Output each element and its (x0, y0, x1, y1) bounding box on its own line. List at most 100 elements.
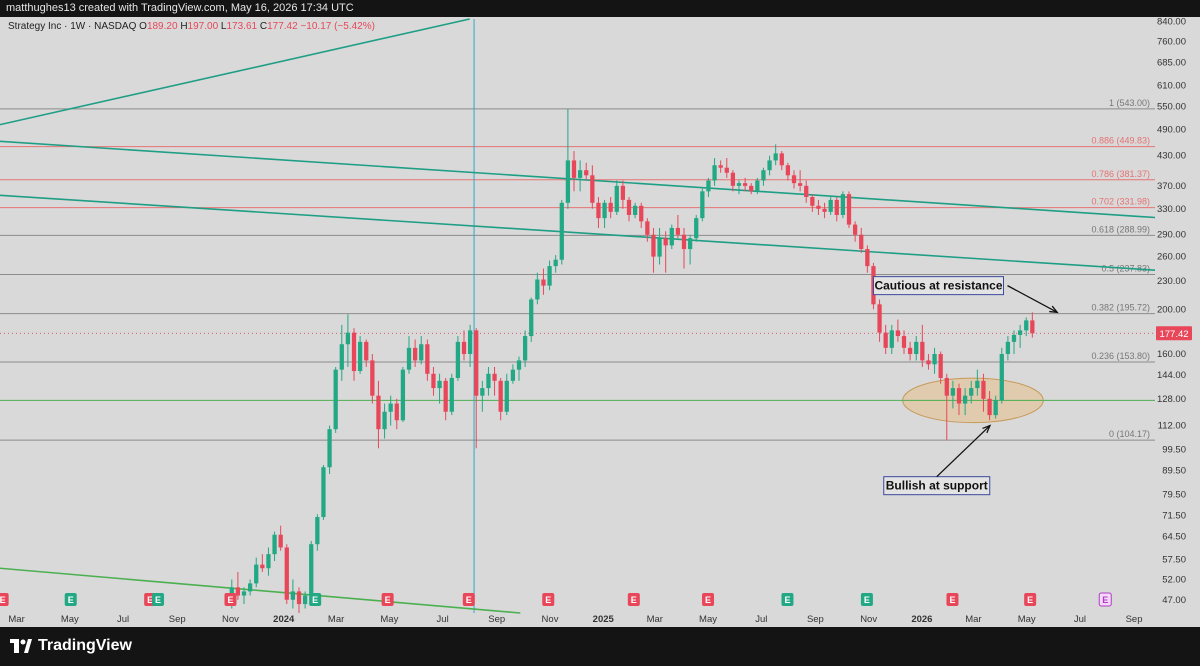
attribution-text: matthughes13 created with TradingView.co… (6, 2, 354, 14)
x-axis-tick-label: 2026 (911, 614, 932, 625)
current-price-tag-label: 177.42 (1159, 329, 1188, 340)
y-axis-tick-label: 330.00 (1157, 204, 1186, 215)
tradingview-logo[interactable]: TradingView (10, 637, 132, 655)
candle-body (987, 398, 992, 416)
y-axis-tick-label: 840.00 (1157, 17, 1186, 27)
earnings-marker (542, 593, 555, 606)
x-axis-tick-label: Jul (1074, 614, 1086, 625)
candle-body (712, 165, 717, 181)
candle-body (400, 369, 406, 421)
fib-level-label: 0.236 (153.80) (1091, 351, 1150, 361)
candle-body (584, 170, 589, 176)
candle-body (907, 347, 913, 355)
candle-body (706, 180, 711, 192)
candle-body (419, 344, 424, 361)
candle-body (370, 360, 375, 396)
candle-body (254, 564, 259, 584)
candle-body (260, 564, 265, 569)
x-axis-tick-label: Jul (117, 614, 129, 625)
y-axis-tick-label: 260.00 (1157, 252, 1186, 263)
candle-body (492, 373, 497, 381)
candle-body (529, 299, 534, 337)
candle-body (681, 234, 687, 250)
candle-body (1005, 341, 1011, 355)
candle-body (632, 205, 638, 215)
x-axis-tick-label: Sep (169, 614, 186, 625)
y-axis-tick-label: 57.50 (1162, 554, 1186, 565)
candle-body (364, 341, 369, 361)
candle-body (840, 194, 846, 215)
candle-body (724, 167, 729, 173)
change-value: −10.17 (−5.42%) (300, 21, 375, 32)
y-axis-tick-label: 71.50 (1162, 511, 1186, 522)
candle-body (718, 165, 723, 168)
candle-body (956, 388, 962, 404)
y-axis-tick-label: 47.00 (1162, 595, 1186, 606)
candle-body (333, 369, 338, 430)
candle-body (290, 591, 296, 600)
y-axis-tick-label: 290.00 (1157, 230, 1186, 241)
candle-body (510, 369, 516, 381)
earnings-marker-label: E (385, 595, 391, 605)
earnings-marker (946, 593, 959, 606)
candle-body (412, 347, 418, 361)
x-axis-tick-label: May (699, 614, 717, 625)
candle-body (1011, 334, 1017, 342)
candle-body (590, 175, 595, 203)
candle-body (901, 336, 907, 348)
y-axis-tick-label: 370.00 (1157, 181, 1186, 192)
candle-body (535, 279, 540, 300)
candle-body (302, 595, 308, 605)
candle-body (309, 544, 314, 596)
earnings-marker-label: E (784, 595, 790, 605)
candle-body (804, 185, 809, 197)
candle-body (920, 341, 925, 361)
candle-body (571, 160, 577, 178)
candle-body (620, 185, 626, 200)
candle-body (449, 377, 454, 412)
earnings-marker-label: E (227, 595, 233, 605)
candle-body (791, 175, 797, 184)
candle-body (541, 279, 546, 286)
y-axis-tick-label: 160.00 (1157, 349, 1186, 360)
candle-body (742, 183, 748, 186)
open-value: 189.20 (146, 21, 178, 32)
earnings-marker-label: E (1102, 595, 1108, 605)
open-label: O (139, 21, 147, 32)
y-axis-tick-label: 112.00 (1158, 421, 1186, 432)
candle-body (938, 354, 943, 378)
candle-body (828, 199, 833, 212)
candle-body (981, 380, 986, 399)
earnings-marker (1098, 592, 1112, 607)
candle-body (608, 202, 613, 212)
candle-body (596, 202, 601, 219)
price-chart[interactable]: 1 (543.00) 0.886 (449.83) 0.786 (381.37) 0.… (0, 17, 1200, 627)
fib-level-label: 0.786 (381.37) (1091, 169, 1150, 179)
candle-body (327, 429, 332, 468)
y-axis-tick-label: 610.00 (1157, 81, 1186, 92)
tradingview-logo-text: TradingView (38, 637, 132, 654)
earnings-marker-label: E (1027, 595, 1033, 605)
y-axis-tick-label: 430.00 (1157, 151, 1186, 162)
high-label: H (180, 21, 188, 32)
y-axis-tick-label: 760.00 (1157, 36, 1186, 47)
x-axis-tick-label: Jul (437, 614, 449, 625)
candle-body (773, 153, 778, 161)
symbol-legend[interactable]: Strategy Inc · 1W · NASDAQ O189.20 H197.… (8, 21, 375, 32)
trendline (0, 140, 1156, 219)
x-axis-tick-label: Sep (1126, 614, 1143, 625)
candle-body (785, 165, 791, 176)
fib-level-label: 0.618 (288.99) (1091, 224, 1150, 234)
y-axis-tick-label: 128.00 (1157, 394, 1186, 405)
candle-body (846, 194, 852, 225)
candle-body (675, 227, 681, 235)
candle-body (639, 205, 644, 222)
candle-body (914, 341, 919, 355)
candle-body (1017, 330, 1023, 335)
candle-body (480, 388, 485, 396)
y-axis-tick-label: 52.00 (1162, 574, 1186, 585)
candle-body (1024, 320, 1029, 331)
candle-body (755, 180, 760, 192)
candle-body (645, 221, 650, 235)
candle-body (993, 400, 998, 416)
